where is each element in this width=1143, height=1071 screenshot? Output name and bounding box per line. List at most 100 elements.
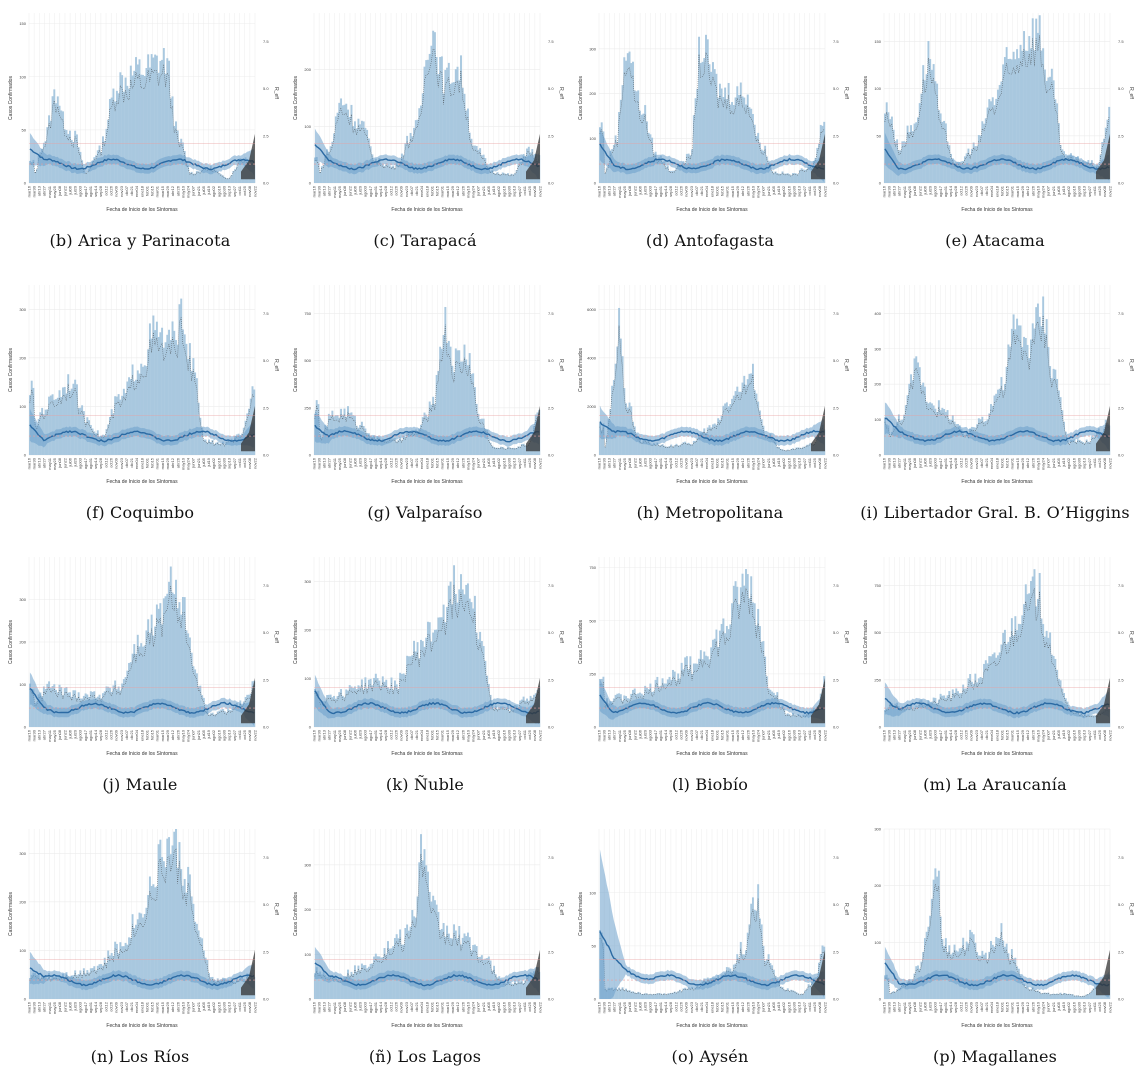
x-tick-label: jun21 (766, 185, 771, 197)
case-bar (1089, 162, 1092, 183)
x-tick-label: may10 (465, 1001, 470, 1014)
case-bar (143, 365, 146, 455)
case-bar (1017, 968, 1020, 999)
case-bar (508, 711, 511, 727)
x-tick-label: may11 (47, 1001, 52, 1013)
x-tick-label: abr13 (37, 185, 42, 196)
case-bar (767, 954, 770, 999)
case-bar (1087, 441, 1090, 455)
case-bar (388, 165, 391, 183)
case-bar (724, 972, 727, 999)
case-bar (503, 706, 506, 727)
x-tick-label: nov23 (689, 457, 694, 469)
case-bar (460, 574, 462, 727)
x-tick-label: feb01 (999, 729, 1004, 740)
x-tick-label: oct25 (1097, 729, 1102, 740)
case-bar (230, 978, 233, 999)
case-bar (614, 363, 617, 455)
case-bar (983, 123, 986, 183)
case-bar (771, 170, 774, 183)
case-bar (143, 645, 146, 727)
case-bar (998, 938, 1001, 999)
case-bar (154, 330, 157, 455)
x-tick-label: jun08 (912, 457, 917, 469)
x-tick-label: may25 (907, 457, 912, 470)
chart-panel: 0 250 500 750 0.0 2.5 5.0 7.5 mar16 mar30 abr13 abr… (575, 549, 849, 799)
x-tick-label: sep13 (227, 729, 232, 741)
case-bar (451, 82, 454, 183)
x-tick-label: dic07 (694, 457, 699, 467)
x-tick-label: sep27 (517, 1001, 522, 1013)
case-bar (338, 417, 341, 455)
case-bar (213, 444, 216, 455)
x-tick-label: may10 (465, 185, 470, 198)
case-bar (1038, 15, 1041, 183)
case-bar (220, 174, 223, 183)
x-tick-label: ago02 (781, 185, 786, 197)
case-bar (1002, 940, 1005, 999)
case-bar (115, 90, 118, 183)
case-bar (785, 989, 787, 999)
case-bar (1014, 616, 1017, 727)
x-tick-label: jul06 (922, 1001, 927, 1011)
case-bar (963, 949, 966, 999)
x-tick-label: nov08 (532, 1001, 537, 1013)
case-bar (1002, 390, 1005, 455)
x-tick-label: feb15 (720, 1001, 725, 1012)
case-bar (1080, 163, 1083, 183)
case-bar (1028, 593, 1031, 727)
case-bar (199, 937, 202, 999)
case-bar (668, 446, 671, 455)
x-tick-label: abr13 (322, 1001, 327, 1012)
case-bar (800, 447, 803, 455)
case-bar (232, 170, 235, 183)
x-tick-label: nov08 (817, 185, 822, 197)
case-bar (70, 975, 73, 999)
x-tick-label: mar16 (311, 1001, 316, 1013)
y-tick-label: 200 (19, 355, 26, 360)
recent-data-band (241, 949, 255, 996)
y2-tick-label: 2.5 (833, 677, 839, 682)
case-bar (758, 626, 761, 727)
y-tick-label: 150 (874, 39, 881, 44)
case-bar (1000, 923, 1003, 999)
case-bar (1005, 366, 1008, 455)
case-bar (802, 169, 805, 183)
x-tick-label: mar15 (730, 1001, 735, 1013)
case-bar (637, 438, 640, 455)
x-tick-label: abr27 (327, 185, 332, 196)
y2-axis-label: R_eff (273, 631, 279, 643)
x-tick-label: sep27 (802, 729, 807, 741)
x-tick-label: abr26 (1030, 729, 1035, 740)
case-bar (718, 630, 721, 727)
case-bar (449, 938, 452, 999)
case-bar (995, 98, 998, 183)
case-bar (920, 699, 923, 727)
case-bar (680, 991, 683, 999)
case-bar (1082, 442, 1085, 455)
case-bar (699, 983, 702, 999)
case-bar (131, 914, 134, 999)
case-bar (53, 89, 56, 183)
x-tick-label: mar29 (165, 457, 170, 469)
case-bar (917, 117, 919, 183)
x-tick-label: feb01 (429, 1001, 434, 1012)
case-bar (68, 976, 71, 999)
case-bar (715, 73, 718, 183)
x-tick-label: jul06 (352, 185, 357, 195)
x-tick-label: may10 (750, 1001, 755, 1014)
x-tick-label: jul05 (486, 457, 491, 467)
case-bar (720, 623, 723, 727)
x-tick-label: oct11 (807, 185, 812, 195)
case-bar (885, 974, 888, 999)
x-tick-label: mar16 (596, 457, 601, 469)
case-bar (162, 598, 165, 727)
y-axis-label: Casos Confirmados (293, 348, 299, 392)
x-tick-label: abr13 (37, 457, 42, 468)
case-bar (632, 991, 634, 999)
y2-tick-label: 5.0 (548, 902, 554, 907)
x-tick-label: ene18 (139, 457, 144, 469)
case-bar (668, 170, 671, 183)
x-tick-label: mar16 (26, 457, 31, 469)
case-bar (162, 48, 165, 183)
